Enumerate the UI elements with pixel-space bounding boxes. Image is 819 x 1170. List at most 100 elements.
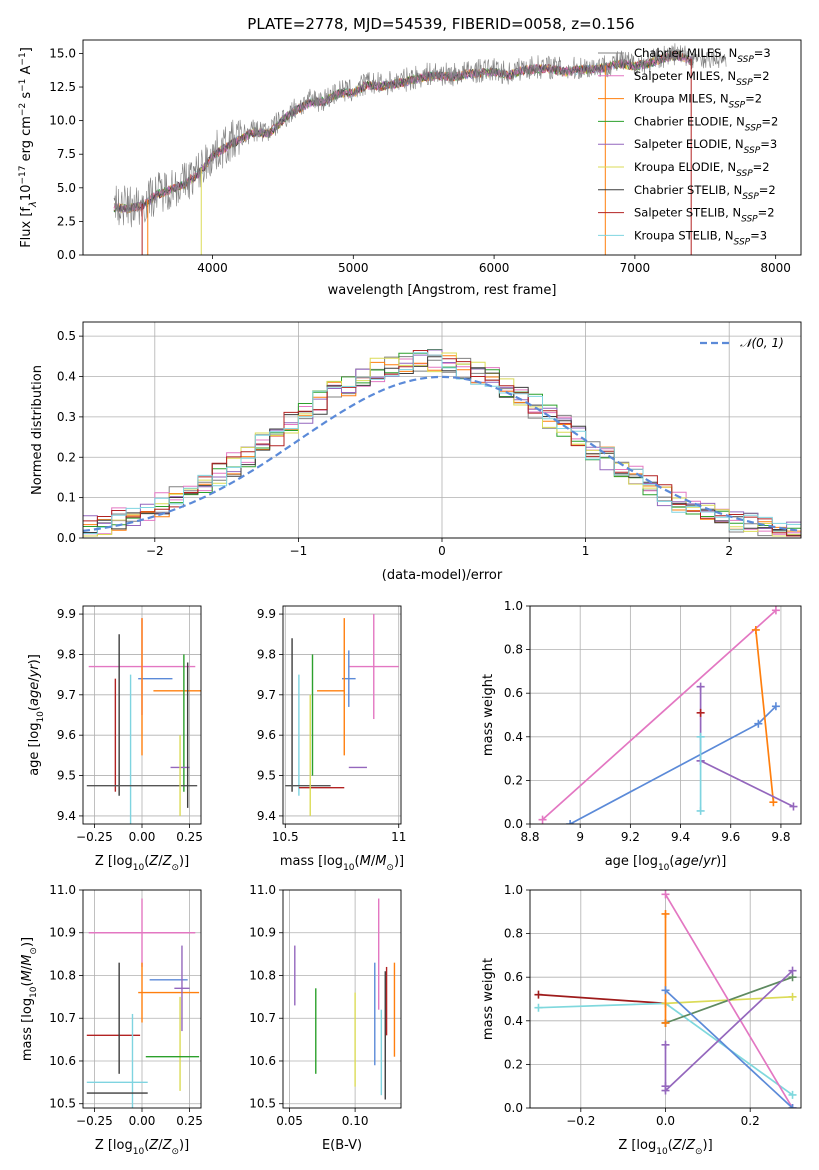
y-tick-label: 10.5: [49, 1097, 76, 1111]
z-mass-plot-area: [86, 898, 200, 1108]
weight-line: [754, 629, 775, 803]
y-tick-label: 0.3: [57, 410, 76, 424]
y-tick-label: 9.4: [257, 809, 276, 823]
weight-line: [700, 760, 794, 808]
x-tick-label: 9: [576, 830, 584, 844]
y-tick-label: 0.2: [57, 450, 76, 464]
y-tick-label: 10.6: [49, 1054, 76, 1068]
x-tick-label: −1: [290, 544, 308, 558]
legend-entry: Salpeter STELIB, NSSP=2: [634, 206, 775, 225]
y-tick-label: 0.4: [504, 1014, 523, 1028]
x-tick-label: 6000: [479, 261, 510, 275]
weight-marker: [751, 625, 760, 634]
y-tick-label: 9.8: [257, 647, 276, 661]
y-tick-label: 9.7: [257, 688, 276, 702]
y-tick-label: 0.4: [504, 730, 523, 744]
x-tick-label: 2: [725, 544, 733, 558]
x-axis-label: mass [log10(M/M⊙)]: [280, 854, 404, 873]
weight-line: [538, 993, 666, 1005]
x-tick-label: 0.0: [656, 1114, 675, 1128]
y-tick-label: 11.0: [249, 883, 276, 897]
weight-marker: [661, 1040, 670, 1049]
legend-entry: 𝒩(0, 1): [740, 336, 784, 350]
y-tick-label: 0.4: [57, 370, 76, 384]
x-axis-label: E(B-V): [322, 1138, 362, 1153]
weight-line: [664, 970, 794, 1093]
legend-entry: Kroupa ELODIE, NSSP=2: [634, 160, 770, 179]
spectrum-plot-area: [113, 43, 727, 255]
z-age-panel: −0.25 0.00 0.25 9.4 9.5 9.6 9.7 9.8 9.9 Z [log10(…: [27, 605, 203, 873]
ebv-mass-plot-area: [294, 898, 396, 1100]
z-age-plot-area: [86, 618, 201, 824]
residuals-legend: 𝒩(0, 1): [700, 336, 784, 350]
axes-frame: [82, 605, 202, 825]
y-tick-label: 12.5: [49, 80, 76, 94]
weight-marker: [566, 820, 575, 824]
x-tick-label: 0.05: [276, 1114, 303, 1128]
legend-entry: Salpeter ELODIE, NSSP=3: [634, 137, 777, 156]
weight-marker: [788, 992, 797, 1001]
z-weight-plot-area: [534, 890, 797, 1108]
x-tick-label: 0: [438, 544, 446, 558]
x-tick-label: 0.25: [176, 830, 203, 844]
weight-marker: [788, 1090, 797, 1099]
weight-marker: [696, 708, 705, 717]
y-tick-label: 0.1: [57, 491, 76, 505]
mass-age-panel: 10.5 11 9.4 9.5 9.6 9.7 9.8 9.9 mass [log10(M/M⊙…: [257, 605, 406, 873]
age-weight-plot-area: [538, 606, 798, 824]
y-tick-label: 9.9: [57, 607, 76, 621]
y-tick-label: 10.5: [249, 1097, 276, 1111]
y-tick-label: 7.5: [57, 147, 76, 161]
y-tick-label: 0.0: [57, 248, 76, 262]
y-tick-label: 1.0: [504, 599, 523, 613]
x-tick-label: 9.4: [671, 830, 690, 844]
legend-entry: Kroupa MILES, NSSP=2: [634, 92, 762, 111]
y-tick-label: 0.2: [504, 1057, 523, 1071]
mass-age-plot-area: [285, 614, 399, 816]
x-tick-label: 7000: [620, 261, 651, 275]
axes-frame: [529, 605, 802, 825]
residuals-plot-area: [83, 349, 801, 537]
x-tick-label: −2: [146, 544, 164, 558]
x-tick-label: 11: [391, 830, 406, 844]
weight-marker: [661, 1082, 670, 1091]
y-tick-label: 9.6: [257, 728, 276, 742]
weight-marker: [788, 966, 797, 975]
weight-marker: [754, 719, 763, 728]
y-tick-label: 0.8: [504, 643, 523, 657]
y-tick-label: 10.0: [49, 114, 76, 128]
ebv-mass-panel: 0.05 0.10 10.5 10.6 10.7 10.8 10.9 11.0 E(B-V): [249, 883, 402, 1153]
y-axis-label: mass weight: [481, 958, 496, 1040]
y-tick-label: 9.6: [57, 728, 76, 742]
y-tick-label: 9.7: [57, 688, 76, 702]
weight-marker: [696, 806, 705, 815]
x-tick-label: 4000: [197, 261, 228, 275]
y-tick-label: 10.6: [249, 1054, 276, 1068]
y-tick-label: 0.5: [57, 329, 76, 343]
x-tick-label: −0.25: [76, 1114, 113, 1128]
legend-entry: Chabrier MILES, NSSP=3: [634, 46, 771, 65]
residual-histogram: [83, 352, 801, 537]
y-tick-label: 10.7: [249, 1011, 276, 1025]
x-axis-label: (data-model)/error: [382, 568, 503, 583]
x-tick-label: 0.2: [741, 1114, 760, 1128]
y-axis-label: mass weight: [481, 674, 496, 756]
z-weight-panel: −0.2 0.0 0.2 0.0 0.2 0.4 0.6 0.8 1.0 Z [log10(Z/Z…: [481, 883, 802, 1157]
age-weight-panel: 8.8 9 9.2 9.4 9.6 9.8 0.0 0.2 0.4 0.6 0.8 1.0 age [l…: [481, 599, 802, 873]
y-tick-label: 1.0: [504, 883, 523, 897]
axes-frame: [82, 39, 802, 256]
y-tick-label: 9.5: [257, 769, 276, 783]
x-axis-label: age [log10(age/yr)]: [605, 854, 727, 873]
weight-line: [664, 989, 794, 1108]
x-tick-label: −0.2: [566, 1114, 595, 1128]
y-tick-label: 10.9: [49, 926, 76, 940]
y-tick-label: 10.9: [249, 926, 276, 940]
weight-marker: [771, 702, 780, 711]
y-tick-label: 2.5: [57, 214, 76, 228]
x-axis-label: Z [log10(Z/Z⊙)]: [95, 1138, 189, 1157]
axes-frame: [282, 889, 402, 1109]
y-tick-label: 10.8: [49, 968, 76, 982]
axes-frame: [282, 605, 402, 825]
y-tick-label: 0.0: [504, 1101, 523, 1115]
y-axis-label: Normed distribution: [30, 365, 45, 495]
